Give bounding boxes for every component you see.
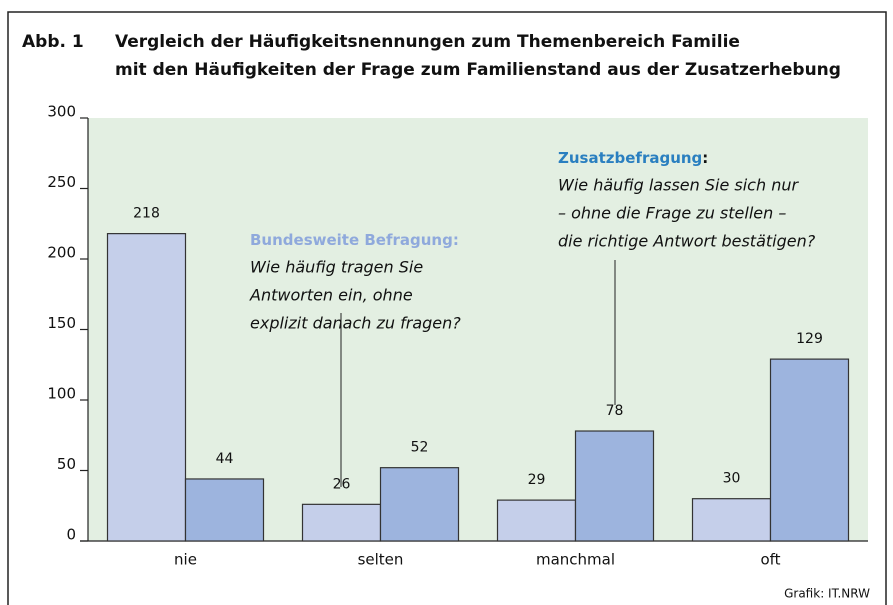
x-tick-label: manchmal: [536, 551, 615, 569]
y-tick-label: 50: [57, 455, 76, 473]
annotation-text: explizit danach zu fragen?: [250, 314, 461, 333]
bar: [691, 498, 772, 542]
bar: [379, 467, 460, 542]
x-tick-label: nie: [174, 551, 197, 569]
data-label: 129: [796, 331, 823, 347]
annotation-suffix: :: [702, 149, 708, 167]
bar: [574, 430, 655, 542]
annotation-title: Zusatzbefragung:: [558, 149, 708, 167]
bar: [184, 478, 265, 542]
y-tick-label: 100: [47, 385, 76, 403]
y-tick-label: 250: [47, 173, 76, 191]
data-label: 52: [411, 440, 429, 456]
bar: [106, 233, 187, 542]
figure-number: Abb. 1: [22, 32, 84, 52]
annotation-text: Antworten ein, ohne: [249, 286, 413, 305]
bar: [769, 358, 850, 542]
bar: [496, 499, 577, 542]
data-label: 44: [216, 451, 234, 467]
source: Grafik: IT.NRW: [784, 587, 870, 601]
y-tick-label: 300: [47, 103, 76, 121]
series-name: Zusatzbefragung: [558, 149, 702, 167]
annotation-text: Wie häufig lassen Sie sich nur: [558, 176, 799, 195]
y-tick-label: 150: [47, 314, 76, 332]
chart-title: mit den Häufigkeiten der Frage zum Famil…: [115, 60, 841, 80]
bar: [301, 503, 382, 542]
x-tick-label: oft: [760, 551, 780, 569]
data-label: 78: [606, 403, 624, 419]
plot-area: [88, 118, 868, 541]
data-label: 29: [528, 472, 546, 488]
annotation-text: Wie häufig tragen Sie: [250, 258, 423, 277]
annotation-text: – ohne die Frage zu stellen –: [558, 204, 786, 223]
y-tick-label: 0: [66, 526, 76, 544]
annotation-title: Bundesweite Befragung:: [250, 231, 459, 249]
data-label: 26: [333, 476, 351, 492]
data-label: 218: [133, 206, 160, 222]
x-tick-label: selten: [358, 551, 404, 569]
y-tick-label: 200: [47, 244, 76, 262]
series-name: Bundesweite Befragung:: [250, 231, 459, 249]
chart-title: Vergleich der Häufigkeitsnennungen zum T…: [115, 32, 740, 52]
annotation-text: die richtige Antwort bestätigen?: [558, 232, 816, 251]
data-label: 30: [723, 471, 741, 487]
